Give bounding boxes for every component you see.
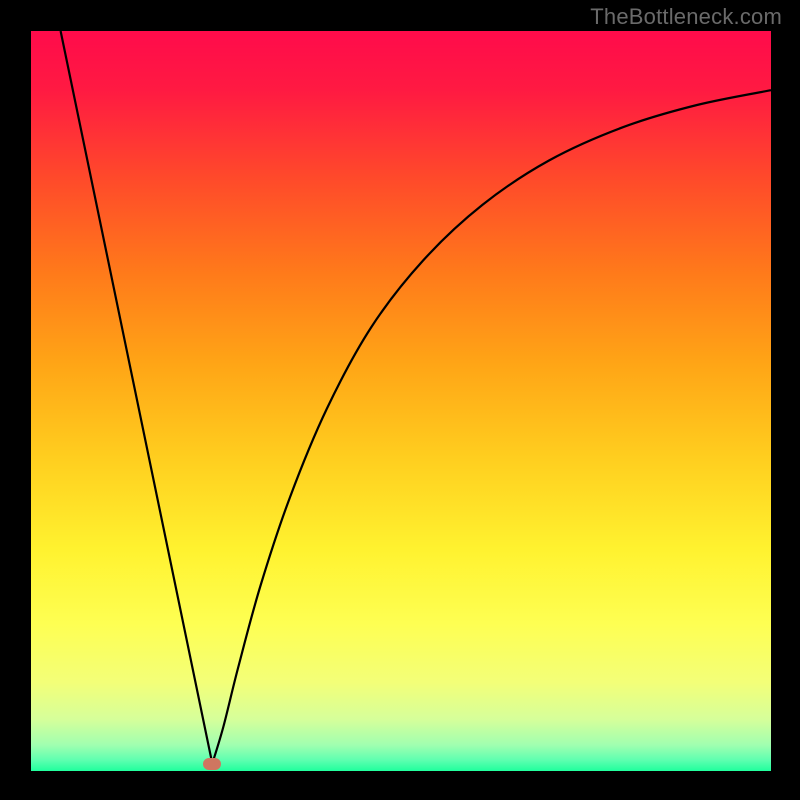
bottleneck-curve (31, 31, 771, 771)
minimum-marker (203, 758, 221, 770)
chart-outer-frame: TheBottleneck.com (0, 0, 800, 800)
watermark-label: TheBottleneck.com (590, 4, 782, 30)
plot-area (31, 31, 771, 771)
